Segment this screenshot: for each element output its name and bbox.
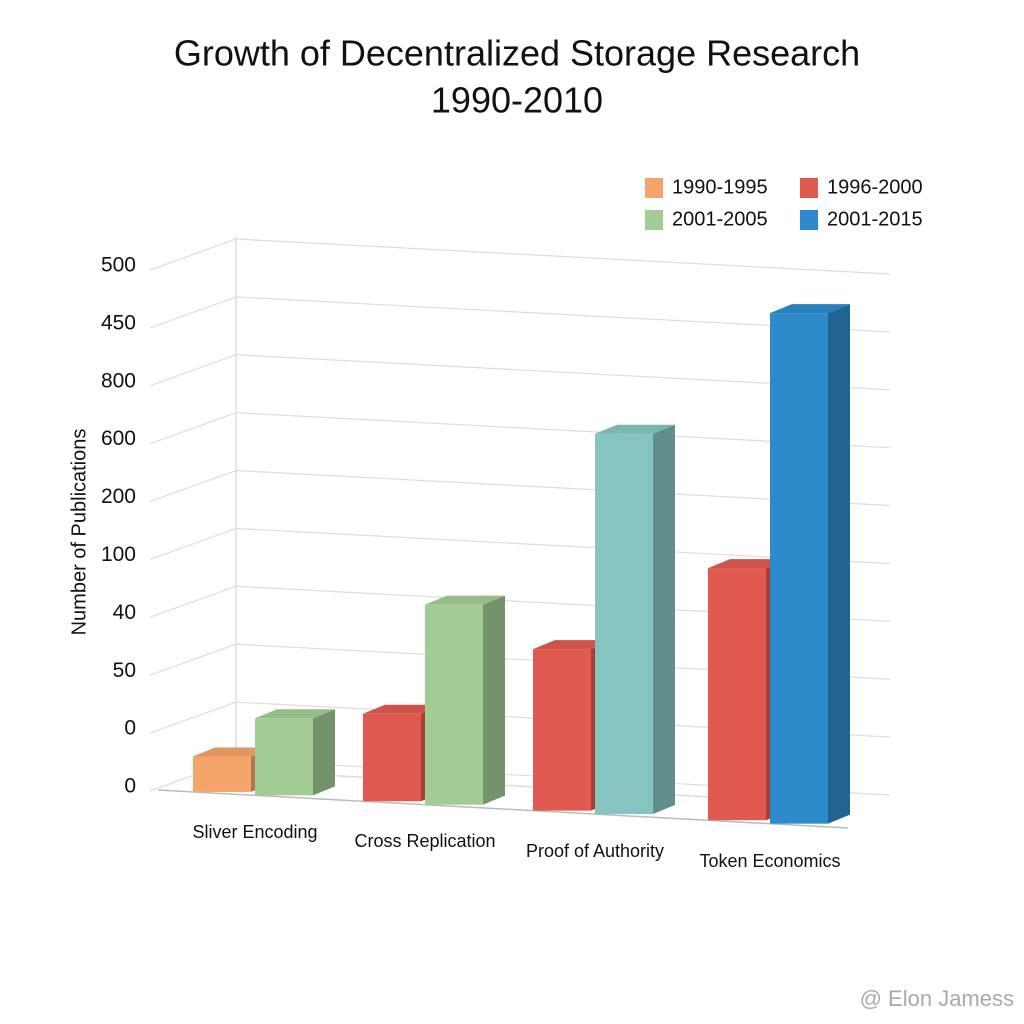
bar-group: [595, 424, 675, 815]
x-tick-label: Proof of Authority: [526, 841, 664, 861]
y-axis-label: Number of Publications: [68, 429, 90, 636]
bar: [363, 713, 421, 802]
bar-top: [595, 424, 675, 434]
x-tick-label: Token Economics: [699, 851, 840, 871]
bar-group: [425, 595, 505, 805]
bar-group: [255, 709, 335, 796]
tick-mark: [149, 354, 237, 387]
legend-swatch: [800, 210, 818, 230]
bar: [770, 313, 828, 824]
y-tick-label: 40: [113, 601, 136, 624]
watermark: @ Elon Jamess: [860, 986, 1014, 1011]
y-tick-label: 450: [101, 311, 136, 334]
tick-mark: [149, 296, 237, 329]
legend-label: 2001-2005: [672, 208, 768, 230]
bar-top: [425, 595, 505, 605]
bar-side: [313, 709, 335, 796]
y-tick-label: 500: [101, 254, 136, 277]
bar: [255, 718, 313, 796]
chart-title: Growth of Decentralized Storage Research: [174, 33, 860, 74]
bar: [425, 604, 483, 805]
y-tick-label: 600: [101, 427, 136, 450]
y-tick-label: 200: [101, 485, 136, 508]
tick-mark: [149, 412, 237, 445]
legend-label: 1996-2000: [827, 176, 923, 198]
tick-mark: [149, 643, 237, 676]
x-axis: [157, 789, 849, 829]
bar: [595, 433, 653, 815]
bar: [533, 649, 591, 811]
legend-label: 1990-1995: [672, 176, 768, 198]
bar-top: [363, 704, 443, 714]
y-tick-label: 50: [113, 659, 136, 682]
bar: [708, 568, 766, 821]
bar-top: [533, 640, 613, 650]
bar-side: [483, 595, 505, 805]
tick-mark: [149, 238, 237, 271]
chart-subtitle: 1990-2010: [431, 80, 603, 121]
y-tick-label: 800: [101, 369, 136, 392]
bar-top: [255, 709, 335, 719]
legend-swatch: [800, 178, 818, 198]
bar-top: [193, 747, 273, 757]
legend-swatch: [645, 178, 663, 198]
bar-top: [708, 559, 788, 569]
bar-side: [653, 424, 675, 815]
tick-mark: [149, 701, 237, 734]
y-tick-label: 0: [124, 717, 136, 740]
bar: [193, 756, 251, 792]
legend-label: 2001-2015: [827, 208, 923, 230]
tick-mark: [149, 585, 237, 618]
x-tick-label: Sliver Encoding: [192, 822, 317, 842]
y-tick-label: 0: [124, 775, 136, 798]
tick-mark: [149, 527, 237, 561]
y-tick-label: 100: [101, 543, 136, 566]
legend-swatch: [645, 210, 663, 230]
tick-mark: [149, 469, 237, 503]
grid-line: [235, 238, 891, 275]
bar-group: [770, 304, 850, 824]
x-tick-label: Cross Replication: [354, 831, 495, 851]
bar-side: [828, 304, 850, 824]
bar-top: [770, 304, 850, 314]
